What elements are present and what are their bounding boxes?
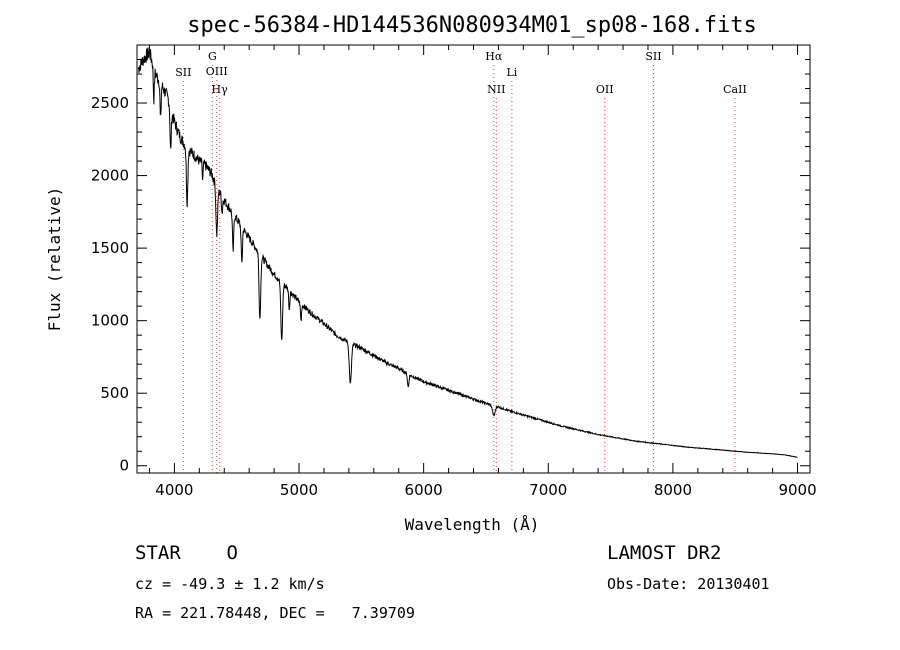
chart-title: spec-56384-HD144536N080934M01_sp08-168.f… <box>187 13 757 38</box>
spectrum-line <box>137 47 798 458</box>
marker-label: G <box>208 50 217 63</box>
x-axis-label: Wavelength (Å) <box>405 515 540 534</box>
x-tick-label: 9000 <box>778 481 816 499</box>
y-tick-label: 2500 <box>91 94 129 112</box>
marker-label: SII <box>175 66 191 79</box>
marker-label: Hα <box>485 50 503 63</box>
x-tick-label: 8000 <box>654 481 692 499</box>
x-tick-label: 7000 <box>529 481 567 499</box>
survey-label: LAMOST DR2 <box>607 542 722 564</box>
plot-frame <box>136 44 811 474</box>
marker-label: Hγ <box>212 83 229 96</box>
x-tick-label: 6000 <box>405 481 443 499</box>
marker-label: OII <box>596 83 614 96</box>
obs-date: Obs-Date: 20130401 <box>607 575 770 593</box>
marker-label: SII <box>645 50 661 63</box>
y-tick-label: 1500 <box>91 239 129 257</box>
axis-ticks: 4000 5000 6000 7000 8000 9000 0 500 1000 1500 2000… <box>91 45 817 499</box>
coordinates: RA = 221.78448, DEC = 7.39709 <box>135 604 415 622</box>
x-tick-label: 5000 <box>280 481 318 499</box>
y-tick-label: 1000 <box>91 312 129 330</box>
y-tick-label: 500 <box>100 384 129 402</box>
marker-label: CaII <box>723 83 747 96</box>
y-axis-label: Flux (relative) <box>45 187 64 332</box>
object-class: STAR O <box>135 542 238 564</box>
y-tick-label: 2000 <box>91 167 129 185</box>
x-tick-label: 4000 <box>155 481 193 499</box>
redshift-value: cz = -49.3 ± 1.2 km/s <box>135 575 325 593</box>
marker-label: Li <box>506 66 517 79</box>
y-tick-label: 0 <box>119 457 129 475</box>
marker-label: OIII <box>206 65 228 78</box>
marker-label: NII <box>487 83 505 96</box>
